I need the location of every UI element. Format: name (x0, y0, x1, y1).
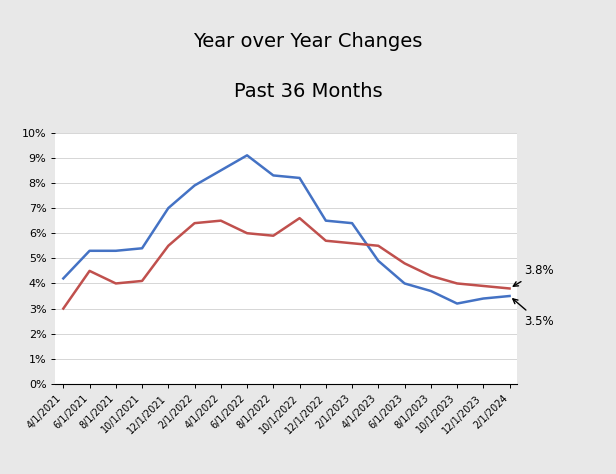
Core CPI (322, 238, 330, 244)
Core CPI (60, 306, 67, 311)
CPI (243, 153, 251, 158)
CPI (375, 258, 382, 264)
CPI (86, 248, 93, 254)
Core CPI (349, 240, 356, 246)
Core CPI (217, 218, 224, 224)
Core CPI (243, 230, 251, 236)
CPI (322, 218, 330, 224)
Core CPI (506, 286, 513, 292)
Core CPI (191, 220, 198, 226)
CPI (453, 301, 461, 306)
Core CPI (270, 233, 277, 238)
CPI (270, 173, 277, 178)
CPI (427, 288, 434, 294)
Text: 3.5%: 3.5% (513, 299, 554, 328)
CPI (164, 205, 172, 211)
Core CPI (164, 243, 172, 249)
CPI (191, 182, 198, 188)
CPI (401, 281, 408, 286)
Core CPI (112, 281, 120, 286)
CPI (139, 246, 146, 251)
Core CPI (453, 281, 461, 286)
Text: 3.8%: 3.8% (513, 264, 554, 286)
Legend: CPI, Core CPI: CPI, Core CPI (193, 471, 379, 474)
CPI (349, 220, 356, 226)
Text: Year over Year Changes: Year over Year Changes (193, 32, 423, 51)
Core CPI (86, 268, 93, 274)
CPI (112, 248, 120, 254)
CPI (60, 275, 67, 281)
CPI (296, 175, 303, 181)
Core CPI (401, 261, 408, 266)
Core CPI (139, 278, 146, 284)
Core CPI (296, 215, 303, 221)
Line: Core CPI: Core CPI (63, 218, 509, 309)
Text: Past 36 Months: Past 36 Months (233, 82, 383, 101)
Core CPI (480, 283, 487, 289)
Line: CPI: CPI (63, 155, 509, 303)
CPI (506, 293, 513, 299)
Core CPI (427, 273, 434, 279)
CPI (480, 296, 487, 301)
CPI (217, 168, 224, 173)
Core CPI (375, 243, 382, 249)
